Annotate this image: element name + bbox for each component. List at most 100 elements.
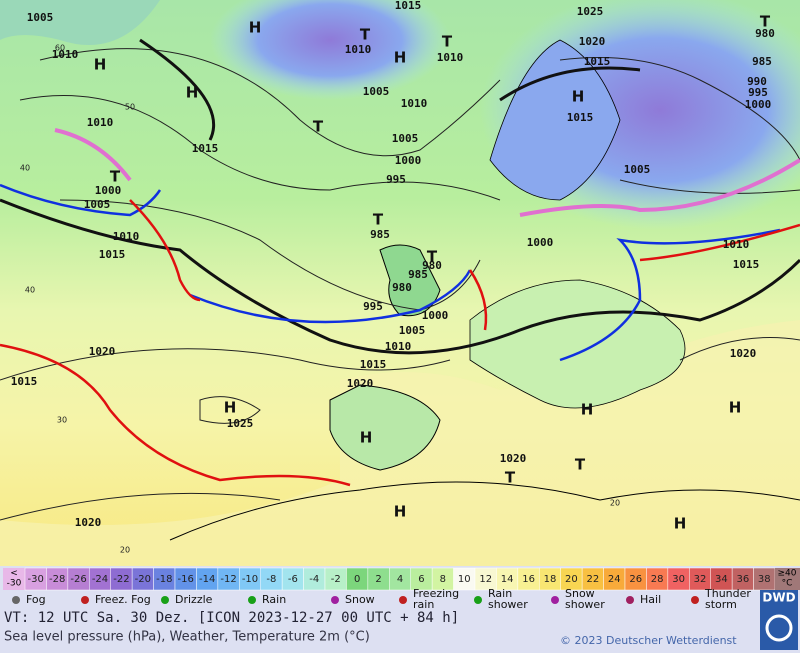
legend-symbol <box>248 596 256 604</box>
scale-label: -4 <box>309 574 319 585</box>
latitude-label: 20 <box>610 499 620 508</box>
cool-area <box>0 0 160 45</box>
legend-label: Hail <box>640 593 661 606</box>
scale-label: -30 <box>28 574 44 585</box>
latitude-label: 50 <box>125 103 135 112</box>
scale-label: 24 <box>608 574 621 585</box>
latitude-label: 20 <box>120 546 130 555</box>
isobar-label: 1000 <box>95 184 122 197</box>
scale-label: 12 <box>479 574 492 585</box>
scale-label: 16 <box>522 574 535 585</box>
legend-label: Rain shower <box>488 587 528 611</box>
isobar-label: 1020 <box>89 345 116 358</box>
isobar-label: 1015 <box>192 142 219 155</box>
scale-label: -18 <box>156 574 172 585</box>
pressure-center: H <box>674 515 687 533</box>
pressure-center: T <box>360 26 371 44</box>
isobar-label: 1015 <box>584 55 611 68</box>
scale-label: 2 <box>375 574 381 585</box>
isobar-label: 1005 <box>399 324 426 337</box>
legend-label: Freez. Fog <box>95 593 151 606</box>
pressure-center: H <box>249 19 262 37</box>
isobar-label: 1020 <box>730 347 757 360</box>
isobar-label: 1015 <box>567 111 594 124</box>
warm-front <box>468 269 488 331</box>
isobar-label: 1000 <box>422 309 449 322</box>
pressure-center: H <box>581 401 594 419</box>
pressure-center: T <box>575 456 586 474</box>
legend-symbol <box>12 596 20 604</box>
scale-label: 18 <box>544 574 557 585</box>
isobar-label: 1025 <box>227 417 254 430</box>
pressure-center: H <box>729 399 742 417</box>
latitude-label: 40 <box>20 164 30 173</box>
pressure-center: T <box>110 168 121 186</box>
scale-label: -26 <box>70 574 86 585</box>
pressure-center: T <box>373 211 384 229</box>
pressure-center: T <box>313 118 324 136</box>
isobar-label: 1015 <box>395 0 422 12</box>
isobar-label: 1010 <box>437 51 464 64</box>
scale-label: -8 <box>266 574 276 585</box>
isobar-label: 1020 <box>75 516 102 529</box>
isobar-label: 985 <box>752 55 772 68</box>
isobar-label: 995 <box>748 86 768 99</box>
scale-label: -16 <box>178 574 194 585</box>
scale-label: 0 <box>354 574 360 585</box>
scale-label: 6 <box>418 574 424 585</box>
dwd-logo-swirl <box>765 614 793 642</box>
isobar-label: 980 <box>422 259 442 272</box>
valid-time: VT: 12 UTC Sa. 30 Dez. [ICON 2023-12-27 … <box>4 610 459 626</box>
isobar-label: 1015 <box>11 375 38 388</box>
isobar-label: 990 <box>747 75 767 88</box>
isobar-label: 980 <box>392 281 412 294</box>
temperature-scale: <-30 -30 -28 -26 -24 -22 -20 -18 -16 -14 -12 -10 -8-… <box>3 567 800 591</box>
legend-symbol <box>626 596 634 604</box>
isobar-label: 995 <box>386 173 406 186</box>
legend-symbol <box>331 596 339 604</box>
isobar-label: 1010 <box>87 116 114 129</box>
coast-africa <box>169 481 800 541</box>
pressure-center: H <box>572 88 585 106</box>
isobar-label: 1020 <box>579 35 606 48</box>
legend-label: Fog <box>26 593 46 606</box>
isobar-label: 1000 <box>527 236 554 249</box>
isobar-label: 985 <box>370 228 390 241</box>
scale-label: 36 <box>736 574 749 585</box>
scale-label: 26 <box>629 574 642 585</box>
legend-symbol <box>474 596 482 604</box>
land-iberia <box>329 384 441 471</box>
legend-symbol <box>691 596 699 604</box>
weather-legend: Fog Freez. Fog Drizzle Rain Snow Freezing rain… <box>12 587 751 611</box>
dwd-logo-text: DWD <box>762 591 795 605</box>
isobar-label: 1010 <box>385 340 412 353</box>
isobar-1015 <box>0 38 800 355</box>
pressure-center: H <box>224 399 237 417</box>
scale-label: -14 <box>199 574 215 585</box>
legend-label: Freezing rain <box>413 587 459 611</box>
scale-label: -20 <box>135 574 151 585</box>
pressure-center: T <box>427 248 438 266</box>
isobar-label: 995 <box>363 300 383 313</box>
pressure-center: H <box>186 84 199 102</box>
isobar-label: 1015 <box>360 358 387 371</box>
pressure-center: H <box>394 49 407 67</box>
scale-cell <box>775 568 800 590</box>
cold-area <box>210 0 450 100</box>
scale-label: -12 <box>220 574 236 585</box>
latitude-label: 40 <box>25 286 35 295</box>
scale-label: 10 <box>458 574 471 585</box>
warm-front <box>129 199 201 302</box>
latitude-label: 30 <box>57 416 67 425</box>
isobar-label: 1015 <box>99 248 126 261</box>
isobar-label: 1025 <box>577 5 604 18</box>
cold-front <box>0 183 162 217</box>
cold-front <box>559 228 781 362</box>
scale-label: 20 <box>565 574 578 585</box>
warm-front <box>0 343 351 487</box>
pressure-center: H <box>360 429 373 447</box>
isobar-label: 1020 <box>500 452 527 465</box>
isobar-label: 1000 <box>745 98 772 111</box>
